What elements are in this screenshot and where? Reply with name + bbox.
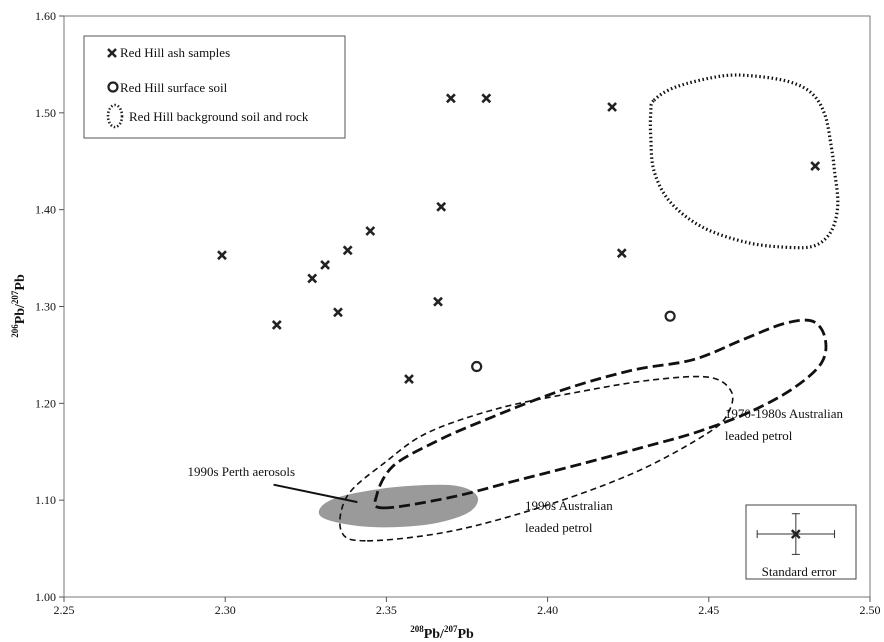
points-layer	[217, 93, 821, 385]
ash-sample-marker	[607, 102, 618, 112]
x-axis-title: 208Pb/207Pb	[410, 624, 474, 642]
ash-sample-marker	[271, 319, 282, 330]
x-axis-title-sup1: 208	[410, 624, 424, 634]
x-tick-label: 2.50	[860, 603, 881, 617]
y-tick-label: 1.60	[35, 9, 56, 23]
ash-sample-marker	[436, 201, 447, 212]
y-tick-label: 1.40	[35, 203, 56, 217]
ash-sample-marker	[445, 93, 456, 104]
ash-sample-stroke	[404, 374, 414, 385]
error-inset: Standard error	[745, 504, 857, 580]
surface-soil-marker	[471, 360, 483, 373]
ash-sample-stroke	[607, 102, 618, 112]
ash-sample-marker	[810, 161, 821, 172]
ash-sample-stroke	[481, 93, 492, 104]
ash-sample-marker	[365, 226, 376, 236]
legend-marker-dotted	[106, 103, 124, 129]
ash-sample-stroke	[445, 93, 456, 104]
annotation-aus1990_l2: leaded petrol	[525, 520, 593, 535]
y-axis-title: 206Pb/207Pb	[10, 274, 28, 338]
error-center-stroke	[790, 529, 801, 539]
region-1970-1980s-australian-leaded-petrol	[373, 318, 828, 510]
ash-sample-stroke	[365, 226, 376, 236]
legend-label-background: Red Hill background soil and rock	[129, 109, 309, 124]
y-axis-title-base1: Pb/	[13, 303, 28, 324]
ash-sample-marker	[481, 93, 492, 104]
x-tick-label: 2.35	[376, 603, 397, 617]
ash-sample-marker	[217, 250, 227, 261]
legend-box	[83, 35, 346, 139]
ash-sample-stroke	[307, 273, 318, 284]
legend-label-ash: Red Hill ash samples	[120, 45, 230, 60]
ash-sample-stroke	[436, 201, 447, 212]
y-axis-title-sup1: 206	[10, 324, 20, 338]
y-axis-title-base2: Pb	[13, 274, 28, 291]
x-axis-title-base1: Pb/	[424, 627, 445, 642]
ash-sample-marker	[333, 307, 343, 318]
ticks-layer: 2.25 2.30 2.35 2.40 2.45 2.50 1.00 1.10 1.20 1.30…	[35, 9, 881, 617]
legend: Red Hill ash samples Red Hill surface so…	[83, 35, 346, 139]
x-tick-label: 2.30	[215, 603, 236, 617]
ash-sample-marker	[404, 374, 414, 385]
ash-sample-stroke	[320, 259, 331, 270]
ash-sample-stroke	[271, 319, 282, 330]
surface-soil-marker	[664, 310, 676, 322]
region-1990s-australian-leaded-petrol	[339, 375, 734, 542]
y-axis-title-sup2: 207	[10, 290, 20, 304]
error-center-marker	[790, 529, 801, 539]
ash-sample-stroke	[333, 307, 343, 318]
x-axis-title-base2: Pb	[457, 627, 474, 642]
ash-sample-stroke	[616, 248, 627, 259]
legend-marker-x	[107, 48, 117, 58]
ash-sample-stroke	[433, 296, 443, 307]
x-tick-label: 2.40	[537, 603, 558, 617]
y-tick-label: 1.30	[35, 300, 56, 314]
x-tick-label: 2.45	[698, 603, 719, 617]
regions-layer	[318, 73, 840, 542]
ash-sample-marker	[342, 245, 353, 256]
ash-sample-stroke	[217, 250, 227, 261]
perth-leader-line	[273, 483, 358, 504]
annotation-aus1990_l1: 1990s Australian	[525, 498, 613, 513]
x-tick-label: 2.25	[54, 603, 75, 617]
y-tick-label: 1.50	[35, 106, 56, 120]
annotations-layer: 1990s Perth aerosols 1970-1980s Australia…	[188, 406, 844, 535]
region-red-hill-background-soil-and-rock	[648, 73, 840, 250]
y-tick-label: 1.20	[35, 396, 56, 410]
ash-sample-marker	[433, 296, 443, 307]
legend-marker-circle	[107, 81, 119, 93]
region-1990s-perth-aerosols	[318, 484, 479, 528]
error-inset-label: Standard error	[762, 564, 837, 579]
annotation-aus1970_l2: leaded petrol	[725, 428, 793, 443]
ash-sample-stroke	[342, 245, 353, 256]
ash-sample-marker	[320, 259, 331, 270]
annotation-perth: 1990s Perth aerosols	[188, 464, 296, 479]
y-tick-label: 1.10	[35, 493, 56, 507]
annotation-aus1970_l1: 1970-1980s Australian	[725, 406, 844, 421]
x-axis-title-sup2: 207	[444, 624, 458, 634]
ash-sample-marker	[307, 273, 318, 284]
legend-label-soil: Red Hill surface soil	[120, 80, 228, 95]
y-tick-label: 1.00	[35, 590, 56, 604]
error-bars	[756, 513, 836, 555]
ash-sample-stroke	[810, 161, 821, 172]
ash-sample-marker	[616, 248, 627, 259]
error-inset-box	[745, 504, 857, 580]
